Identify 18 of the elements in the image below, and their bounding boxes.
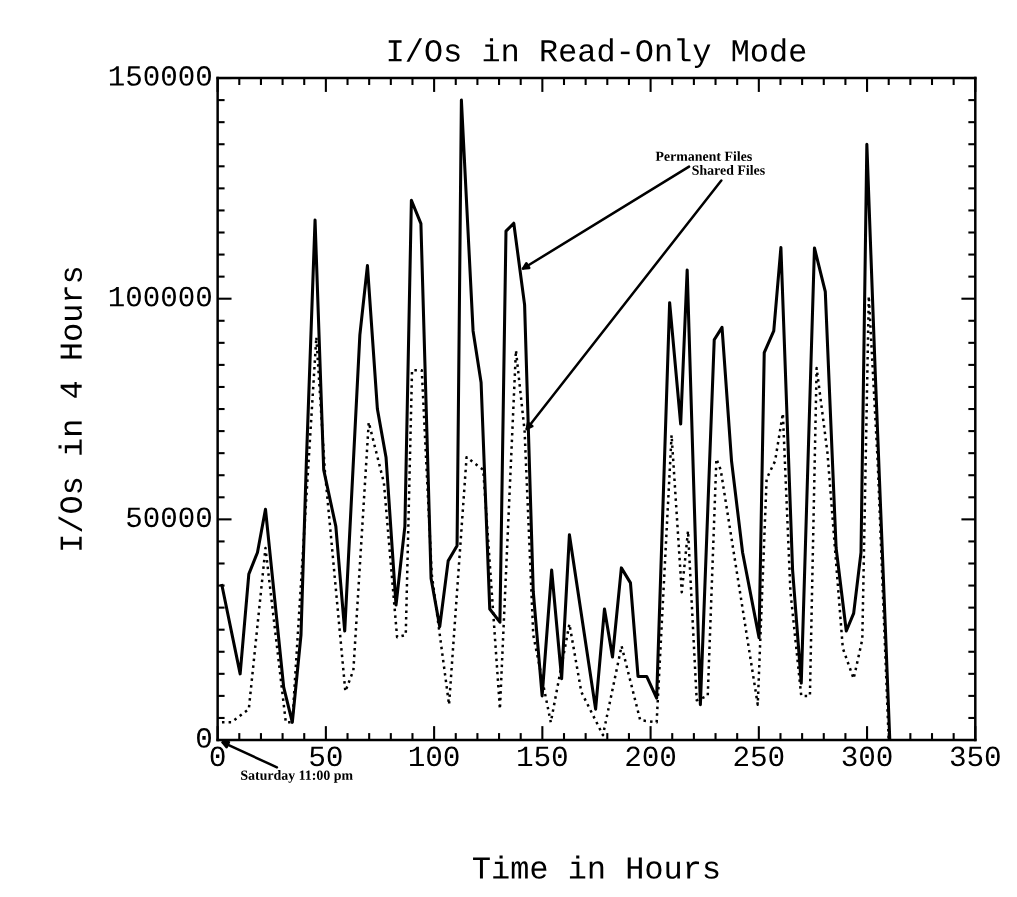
x-tick-label: 50 <box>310 746 342 767</box>
annotation: Permanent Files <box>655 151 752 161</box>
text: Saturday 11:00 pm <box>241 770 353 783</box>
y-tick-label: 50000 <box>127 507 211 528</box>
x-axis-title: Time in Hours <box>473 855 719 879</box>
x-tick-label: 150 <box>518 746 567 767</box>
x-tick-label: 200 <box>626 746 676 767</box>
y-tick-label: 0 <box>197 728 211 748</box>
annotation: Shared Files <box>692 165 765 175</box>
y-axis-title: I/Os in 4 Hours <box>58 267 82 550</box>
x-tick-label: 300 <box>842 746 892 767</box>
chart-title: I/Os in Read-Only Mode <box>388 38 806 68</box>
x-tick-label: 250 <box>734 746 784 767</box>
x-tick-label: 0 <box>210 746 225 767</box>
x-tick-label: 350 <box>950 746 1000 767</box>
y-tick-label: 150000 <box>109 66 211 86</box>
x-tick-label: 100 <box>409 746 459 767</box>
y-tick-label: 100000 <box>109 286 211 307</box>
